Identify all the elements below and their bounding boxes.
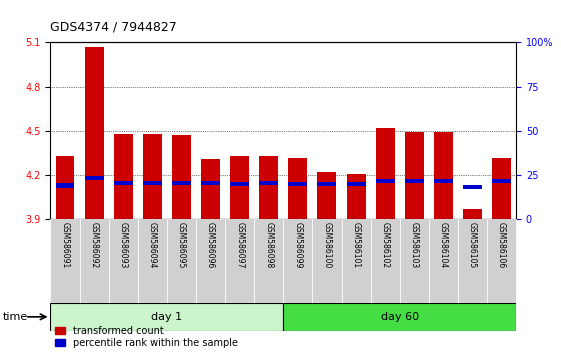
Bar [85,47,104,219]
Text: GSM586100: GSM586100 [323,222,332,268]
Legend: transformed count, percentile rank within the sample: transformed count, percentile rank withi… [56,326,238,348]
Bar [347,174,366,219]
Bar [434,179,453,183]
Text: GSM586097: GSM586097 [235,222,244,268]
Bar [487,219,516,303]
Bar [288,182,307,186]
Text: GSM586105: GSM586105 [468,222,477,268]
Bar [342,219,371,303]
Text: GSM586095: GSM586095 [177,222,186,268]
Bar [196,219,225,303]
Text: GDS4374 / 7944827: GDS4374 / 7944827 [50,21,177,34]
Text: GSM586102: GSM586102 [381,222,390,268]
Text: GSM586104: GSM586104 [439,222,448,268]
Text: GSM586091: GSM586091 [61,222,70,268]
Bar [172,181,191,185]
Bar [50,303,283,331]
Text: GSM586101: GSM586101 [352,222,361,268]
Bar [172,136,191,219]
Bar [80,219,109,303]
Bar [254,219,283,303]
Bar [201,181,220,185]
Text: GSM586098: GSM586098 [264,222,273,268]
Text: day 60: day 60 [381,312,419,322]
Bar [85,176,104,180]
Bar [399,219,429,303]
Bar [56,156,75,219]
Bar [143,181,162,185]
Text: day 1: day 1 [151,312,182,322]
Bar [114,134,133,219]
Bar [429,219,458,303]
Bar [283,303,516,331]
Bar [225,219,254,303]
Bar [463,185,482,189]
Bar [458,219,487,303]
Bar [114,181,133,185]
Bar [283,219,312,303]
Bar [492,179,511,183]
Bar [288,158,307,219]
Bar [143,134,162,219]
Bar [463,209,482,219]
Text: GSM586096: GSM586096 [206,222,215,268]
Bar [109,219,138,303]
Bar [50,219,80,303]
Text: GSM586099: GSM586099 [293,222,302,268]
Bar [230,182,249,186]
Bar [259,181,278,185]
Bar [201,159,220,219]
Bar [312,219,342,303]
Bar [138,219,167,303]
Bar [230,156,249,219]
Text: GSM586093: GSM586093 [119,222,128,268]
Bar [167,219,196,303]
Bar [318,172,337,219]
Text: GSM586103: GSM586103 [410,222,419,268]
Text: time: time [3,312,28,322]
Text: GSM586106: GSM586106 [497,222,506,268]
Bar [434,132,453,219]
Bar [405,132,424,219]
Bar [376,179,394,183]
Bar [347,182,366,186]
Text: GSM586092: GSM586092 [90,222,99,268]
Bar [405,179,424,183]
Bar [56,183,75,188]
Bar [492,158,511,219]
Bar [371,219,399,303]
Bar [318,182,337,186]
Text: GSM586094: GSM586094 [148,222,157,268]
Bar [259,156,278,219]
Bar [376,128,394,219]
